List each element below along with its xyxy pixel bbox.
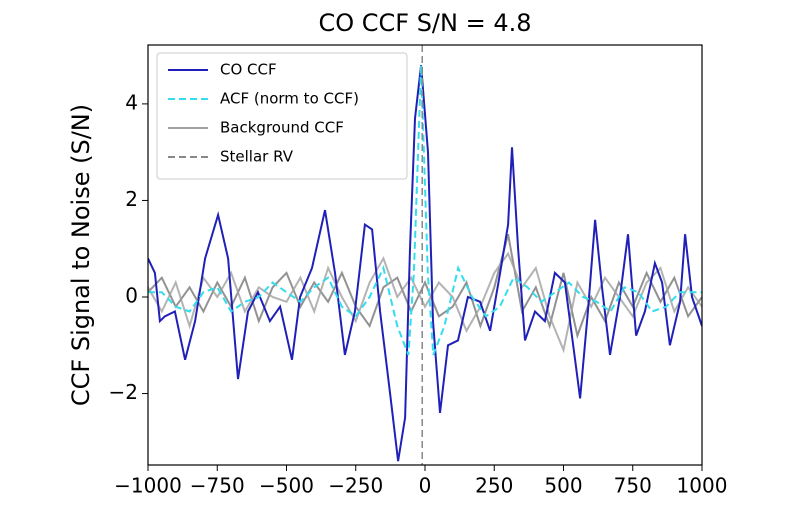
chart-title: CO CCF S/N = 4.8 — [318, 9, 531, 37]
x-tick-label: −250 — [328, 474, 383, 498]
x-tick-label: 500 — [544, 474, 582, 498]
legend-label: Stellar RV — [220, 148, 294, 166]
x-tick-label: 0 — [419, 474, 432, 498]
series-line — [148, 233, 702, 340]
x-tick-label: 750 — [614, 474, 652, 498]
plot-lines — [148, 65, 702, 462]
x-tick-label: 250 — [475, 474, 513, 498]
y-tick-label: 2 — [125, 187, 138, 211]
x-tick-label: 1000 — [677, 474, 728, 498]
y-tick-label: 4 — [125, 90, 138, 114]
legend-label: CO CCF — [220, 61, 277, 79]
x-tick-label: −750 — [190, 474, 245, 498]
series-line — [148, 65, 702, 462]
legend-label: ACF (norm to CCF) — [220, 90, 359, 108]
x-tick-label: −1000 — [114, 474, 182, 498]
legend-box — [156, 52, 408, 180]
series-line — [148, 251, 702, 354]
legend-label: Background CCF — [220, 119, 344, 137]
x-tick-label: −500 — [259, 474, 314, 498]
plot-frame — [147, 44, 703, 466]
y-axis-label: CCF Signal to Noise (S/N) — [67, 104, 95, 406]
y-tick-label: −2 — [109, 380, 138, 404]
series-line — [148, 65, 702, 356]
y-tick-label: 0 — [125, 284, 138, 308]
